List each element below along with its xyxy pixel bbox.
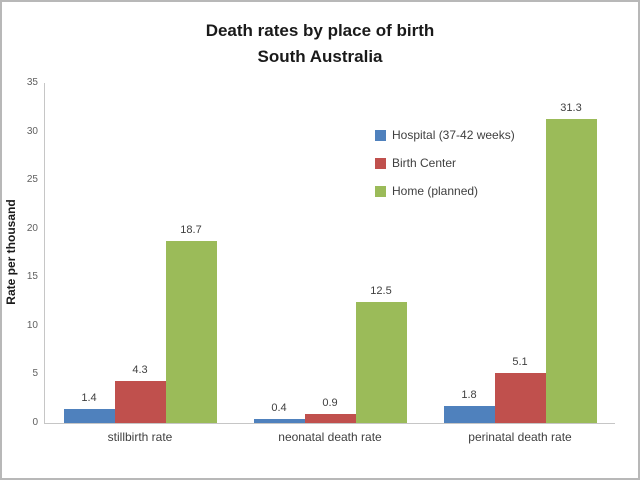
legend-label: Birth Center	[392, 156, 457, 170]
y-axis-title: Rate per thousand	[4, 199, 18, 305]
bar-value-label: 1.4	[81, 392, 97, 405]
chart-title-line2: South Australia	[257, 47, 383, 66]
bar-home-planned-perinatal-death-rate	[545, 118, 597, 423]
legend-item-home-planned: Home (planned)	[375, 177, 515, 205]
bar-birth-center-neonatal-death-rate	[304, 414, 356, 423]
y-tick-label: 10	[26, 319, 38, 331]
bar-hospital-37-42-weeks-stillbirth-rate	[63, 409, 115, 423]
chart-title-line1: Death rates by place of birth	[205, 21, 435, 40]
category-label-perinatal-death-rate: perinatal death rate	[468, 430, 572, 444]
bar-value-label: 18.7	[180, 224, 202, 237]
y-tick-label: 0	[32, 417, 38, 428]
legend-label: Home (planned)	[392, 184, 479, 198]
bar-hospital-37-42-weeks-neonatal-death-rate	[253, 419, 305, 423]
legend-swatch-icon	[375, 185, 386, 197]
legend-label: Hospital (37-42 weeks)	[392, 128, 515, 142]
category-label-stillbirth-rate: stillbirth rate	[107, 430, 173, 444]
legend-swatch-icon	[375, 157, 386, 169]
y-tick-label: 15	[26, 271, 38, 283]
bar-value-label: 1.8	[461, 388, 477, 401]
category-label-neonatal-death-rate: neonatal death rate	[278, 430, 382, 444]
y-tick-label: 35	[26, 77, 38, 88]
y-tick-label: 20	[26, 222, 38, 234]
bar-value-label: 5.1	[512, 356, 528, 369]
bar-value-label: 12.5	[370, 284, 392, 297]
bar-value-label: 31.3	[560, 101, 582, 114]
y-tick-label: 5	[32, 368, 38, 380]
bar-birth-center-stillbirth-rate	[114, 381, 166, 423]
bar-home-planned-stillbirth-rate	[165, 241, 217, 423]
bar-value-label: 4.3	[132, 364, 148, 377]
y-tick-label: 30	[26, 125, 38, 137]
bar-value-label: 0.9	[322, 397, 338, 410]
legend-swatch-icon	[375, 129, 386, 141]
legend-item-hospital-37-42-weeks: Hospital (37-42 weeks)	[375, 121, 515, 149]
y-tick-label: 25	[26, 174, 38, 186]
plot-area: 1.4 4.3 18.7 stillbirth rate 0.4 0.9 12.5 neona…	[44, 83, 615, 444]
bar-hospital-37-42-weeks-perinatal-death-rate	[443, 405, 495, 423]
bar-value-label: 0.4	[271, 402, 287, 415]
legend: Hospital (37-42 weeks) Birth Center Home (…	[375, 121, 515, 205]
chart-title: Death rates by place of birth South Aust…	[2, 18, 638, 70]
legend-item-birth-center: Birth Center	[375, 149, 515, 177]
bar-home-planned-neonatal-death-rate	[355, 301, 407, 423]
bar-birth-center-perinatal-death-rate	[494, 373, 546, 423]
